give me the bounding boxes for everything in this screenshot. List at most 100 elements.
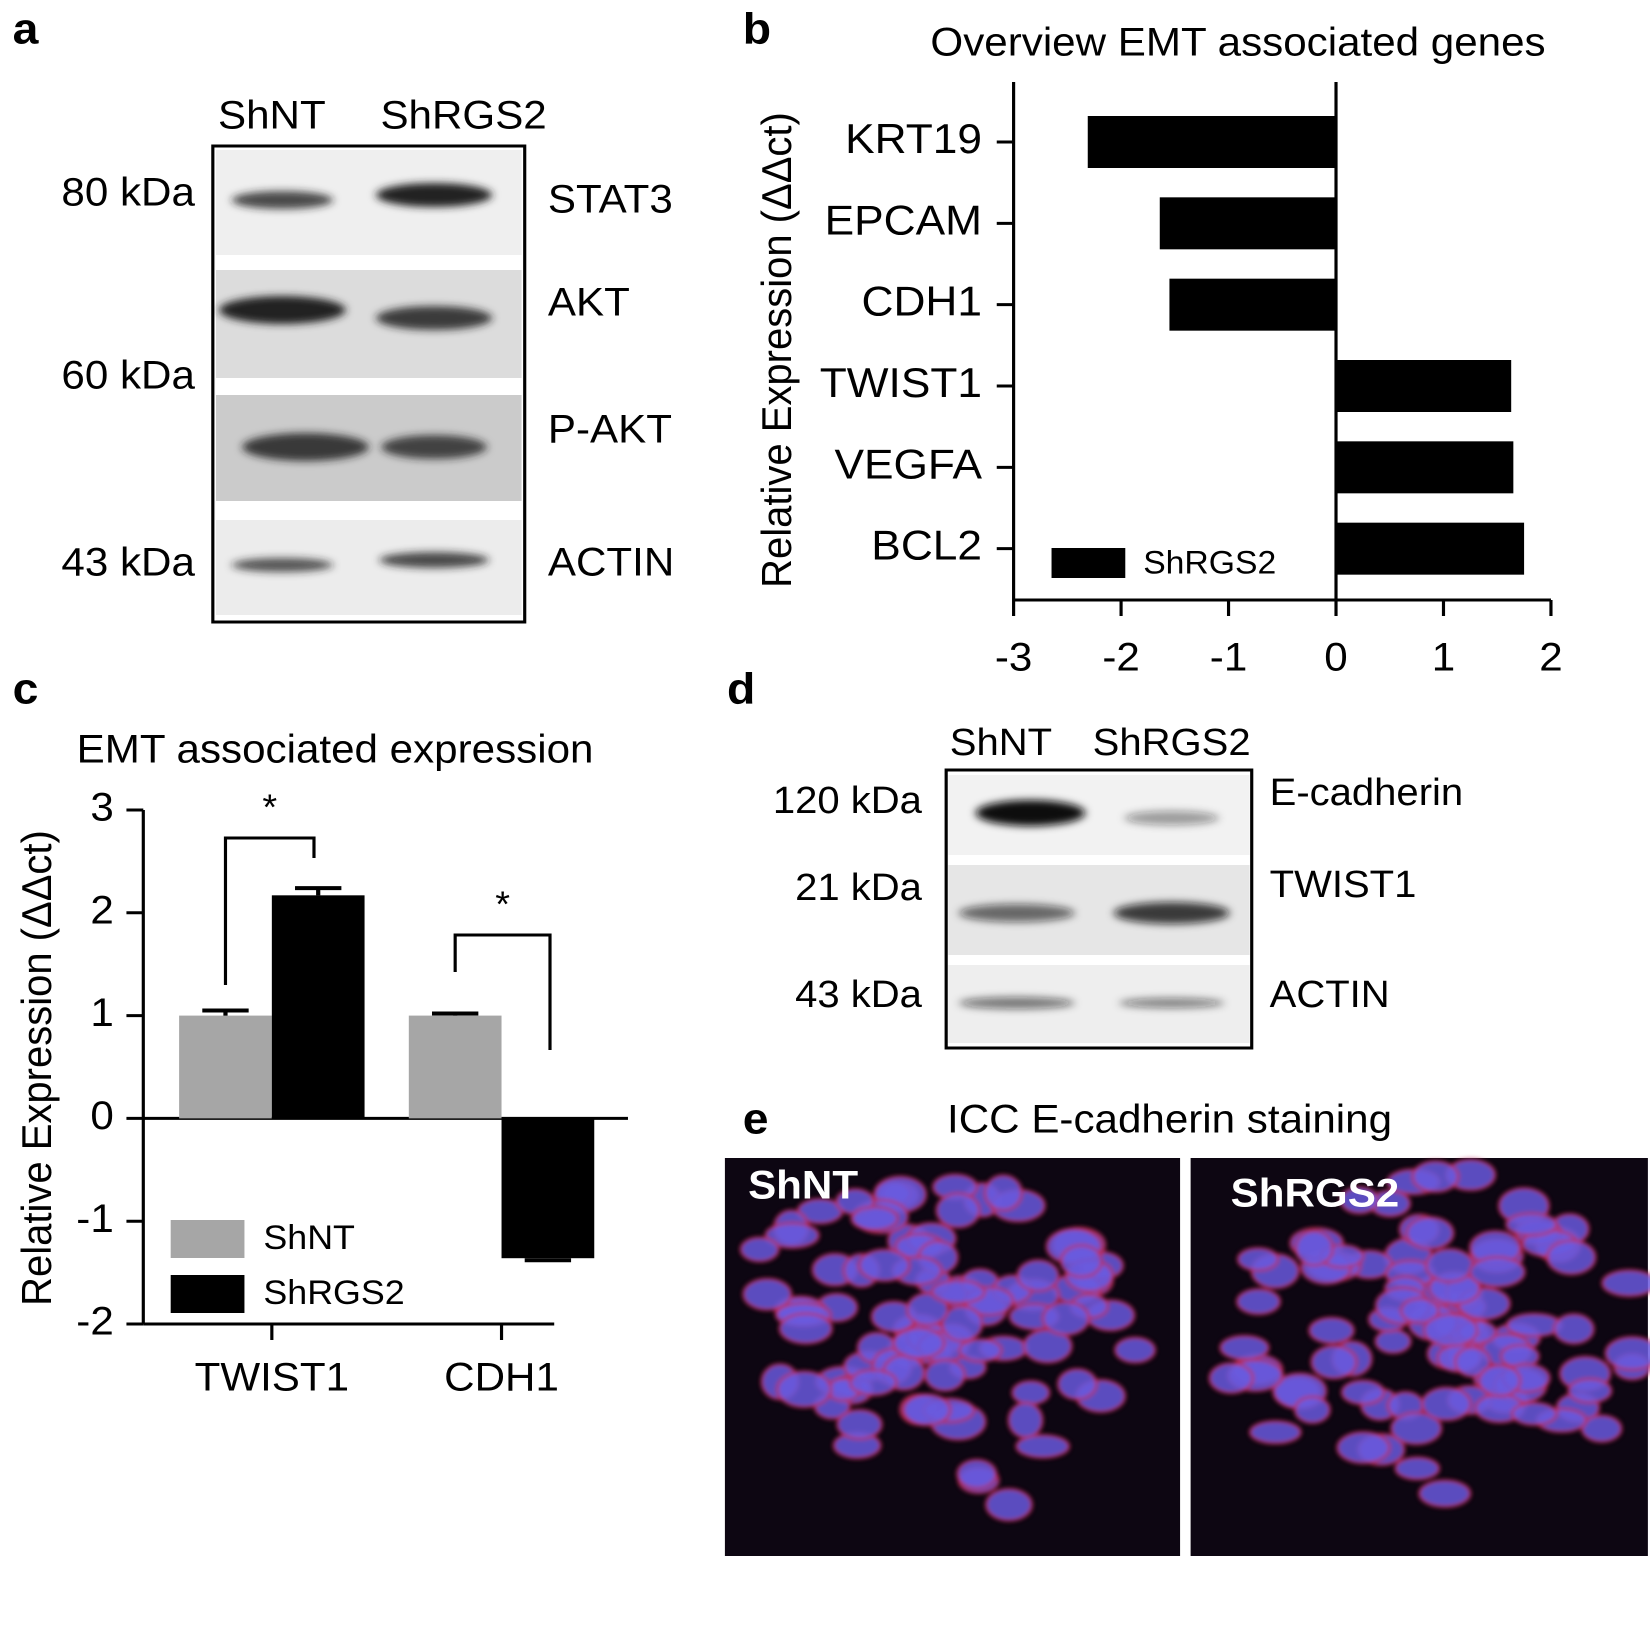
cell [848, 1368, 898, 1397]
x-tick-label: CDH1 [444, 1355, 559, 1400]
cell [1394, 1456, 1441, 1481]
cell [1294, 1229, 1335, 1267]
cell [983, 1174, 1024, 1212]
protein-label: AKT [548, 280, 630, 325]
marker-label: 43 kDa [61, 540, 195, 585]
bar [1159, 197, 1337, 250]
y-tick-label: TWIST1 [820, 360, 982, 407]
y-tick-label: 1 [90, 990, 113, 1035]
cell [984, 1487, 1034, 1522]
x-tick-label: 1 [1432, 635, 1455, 680]
cell [850, 1205, 900, 1232]
marker-label: 60 kDa [61, 353, 195, 398]
y-tick-label: 3 [90, 785, 113, 830]
y-tick-label: BCL2 [871, 523, 982, 570]
y-axis-label: Relative Expression (ΔΔct) [753, 112, 800, 588]
protein-label: TWIST1 [1270, 864, 1417, 906]
legend-label: ShRGS2 [1143, 544, 1276, 580]
cell [1453, 1346, 1492, 1378]
cell [1405, 1216, 1455, 1251]
cell [1420, 1386, 1473, 1422]
cell [1016, 1258, 1060, 1293]
cell [1339, 1186, 1380, 1215]
y-tick-label: -2 [76, 1299, 113, 1344]
cell [775, 1370, 833, 1409]
cell [1113, 1336, 1157, 1364]
cell [1336, 1430, 1391, 1465]
cell [923, 1358, 966, 1392]
panel-label: b [743, 4, 771, 54]
legend-swatch [1051, 548, 1126, 578]
cell [1340, 1379, 1386, 1406]
protein-label: ACTIN [1270, 974, 1390, 1016]
cell [778, 1312, 834, 1345]
cell [940, 1304, 984, 1343]
cell [935, 1192, 981, 1229]
cell [1510, 1401, 1558, 1427]
legend-swatch [170, 1220, 245, 1258]
marker-label: 21 kDa [795, 867, 922, 909]
cell [1389, 1411, 1443, 1446]
cell [902, 1393, 952, 1427]
cell [1308, 1316, 1355, 1345]
bar [1087, 116, 1337, 168]
cell [1567, 1377, 1613, 1404]
cell [1399, 1297, 1440, 1325]
cell [1041, 1300, 1091, 1337]
legend-swatch [170, 1275, 245, 1313]
cell [891, 1326, 946, 1360]
bar [179, 1015, 272, 1119]
marker-label: 120 kDa [773, 780, 922, 822]
cell [1424, 1247, 1475, 1283]
protein-label: E-cadherin [1270, 772, 1464, 814]
cell [930, 1279, 986, 1305]
micrograph-label: ShRGS2 [1231, 1171, 1400, 1216]
y-tick-label: KRT19 [845, 116, 982, 163]
cell [1011, 1379, 1051, 1406]
significance-bracket [223, 836, 316, 985]
bar [1336, 360, 1512, 412]
panel-label: a [13, 4, 40, 54]
cell [1545, 1239, 1597, 1276]
staining-title: ICC E-cadherin staining [947, 1097, 1392, 1142]
cell [956, 1458, 998, 1490]
cell [1059, 1244, 1104, 1279]
y-tick-label: CDH1 [862, 279, 982, 326]
chart-title: Overview EMT associated genes [930, 20, 1545, 65]
error-bar [431, 1011, 479, 1016]
cell [958, 1337, 1003, 1363]
x-tick-label: TWIST1 [195, 1355, 350, 1400]
cell [1310, 1344, 1358, 1380]
cell [836, 1408, 883, 1441]
protein-label: ACTIN [548, 540, 674, 585]
error-bar [202, 1008, 249, 1016]
cell [1015, 1433, 1071, 1459]
cell [1477, 1363, 1522, 1398]
cell [1601, 1268, 1650, 1298]
cell [1411, 1159, 1460, 1194]
chart-title: EMT associated expression [77, 727, 594, 772]
marker-label: 80 kDa [61, 170, 195, 215]
cell [1208, 1362, 1255, 1395]
cell [1293, 1395, 1332, 1425]
cell [1422, 1312, 1479, 1348]
micrograph-label: ShNT [748, 1163, 858, 1208]
bar [271, 895, 365, 1119]
cell [1374, 1328, 1412, 1355]
y-tick-label: EPCAM [825, 197, 982, 244]
x-tick-label: -3 [995, 635, 1032, 680]
blot-d [944, 768, 1254, 1050]
cell [1604, 1335, 1650, 1372]
cell [1552, 1313, 1595, 1345]
panel-label: e [743, 1094, 769, 1144]
legend-label: ShNT [263, 1219, 355, 1257]
cell [1580, 1414, 1623, 1443]
cell [739, 1236, 780, 1263]
x-tick-label: -2 [1102, 635, 1139, 680]
cell [1056, 1367, 1098, 1401]
lane-label: ShNT [218, 93, 326, 138]
error-bar [295, 886, 342, 896]
cell [1219, 1334, 1270, 1361]
cell [1235, 1287, 1282, 1316]
